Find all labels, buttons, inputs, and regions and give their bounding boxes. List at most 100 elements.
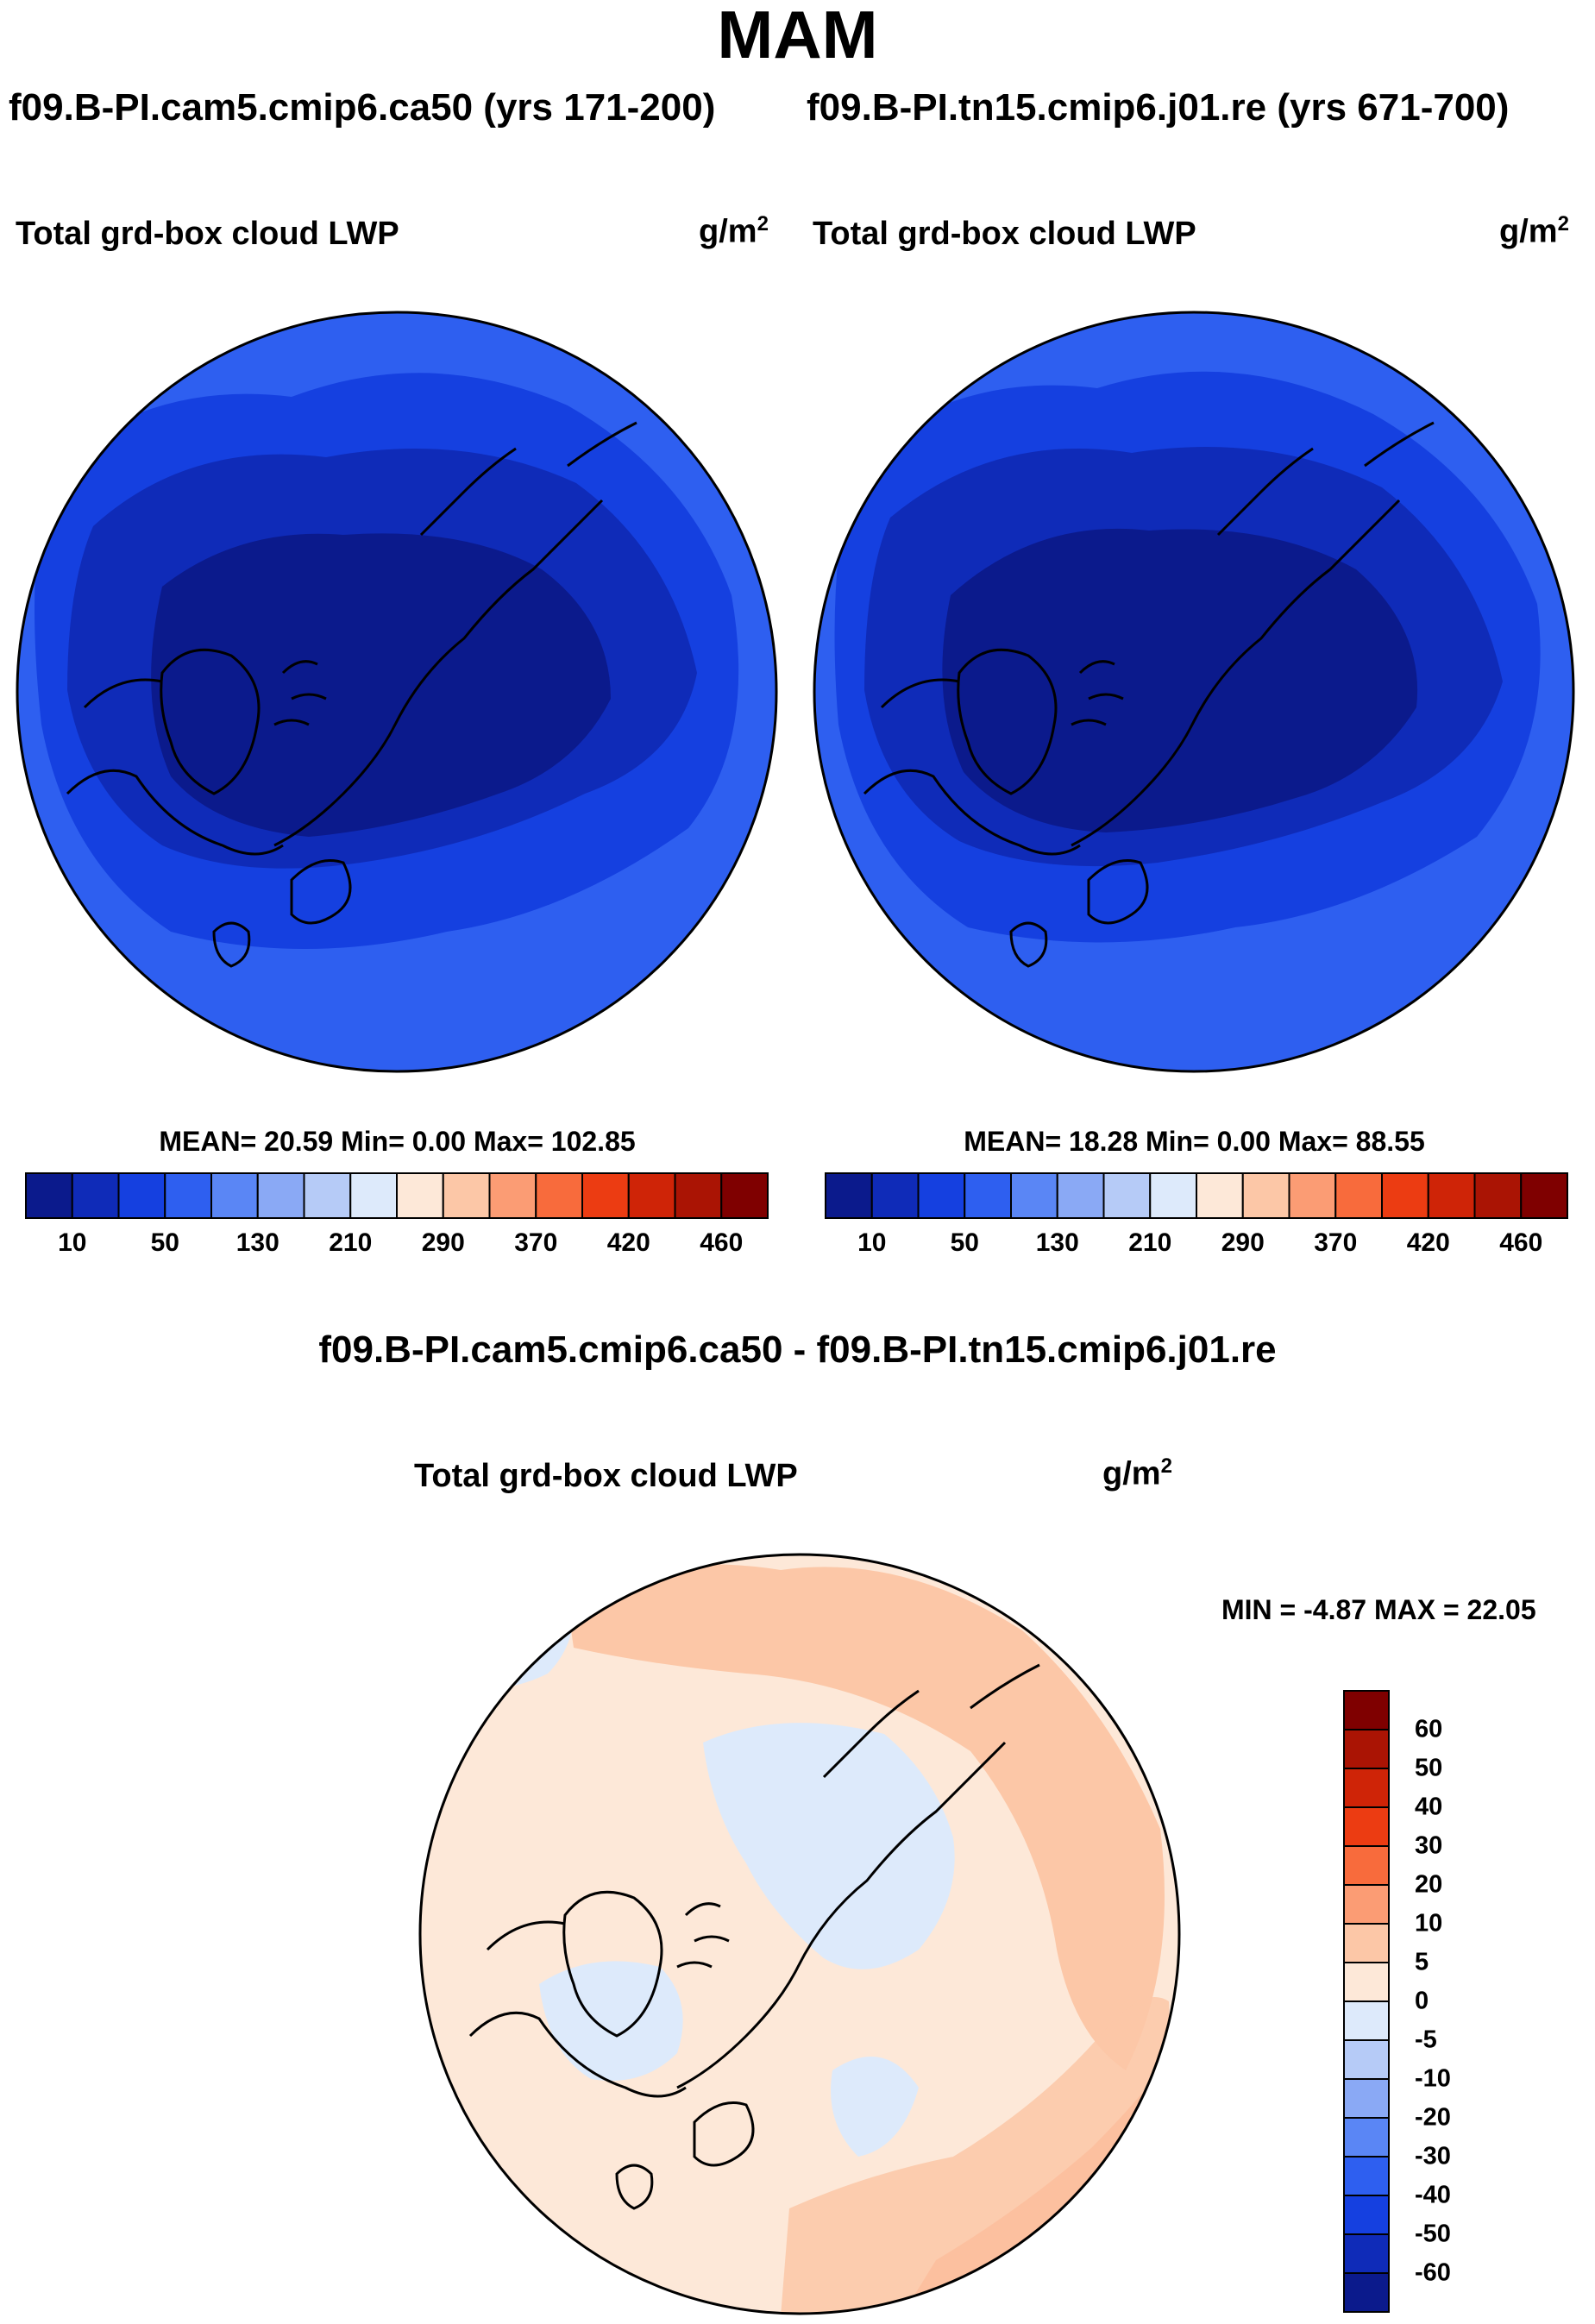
left-colorbar-tick-label: 130 xyxy=(235,1228,279,1257)
diff-colorbar-swatch xyxy=(1343,2156,1390,2196)
right-colorbar-ticks: 10 50 130 210 290 370 420 460 xyxy=(0,1228,1595,1263)
diff-colorbar-swatch xyxy=(1343,1884,1390,1925)
right-colorbar-swatch xyxy=(1149,1172,1197,1219)
diff-colorbar-tick-label: 5 xyxy=(1415,1948,1429,1976)
left-colorbar-swatch xyxy=(71,1172,120,1219)
right-colorbar-swatch xyxy=(1241,1172,1290,1219)
diff-variable-label: Total grd-box cloud LWP xyxy=(414,1458,798,1494)
left-coast-eurasia xyxy=(273,499,604,847)
right-units-exp: 2 xyxy=(1557,212,1569,236)
left-colorbar-swatch xyxy=(627,1172,676,1219)
diff-units-base: g/m xyxy=(1102,1455,1161,1492)
diff-arctic-negative xyxy=(703,1723,955,1969)
left-colorbar-tick-label: 290 xyxy=(421,1228,465,1257)
diff-colorbar-swatch xyxy=(1343,1768,1390,1808)
diff-coast-kamchatka xyxy=(822,1663,1040,1779)
right-colorbar-swatch xyxy=(1196,1172,1244,1219)
right-colorbar-tick-label: 460 xyxy=(1499,1228,1543,1257)
diff-colorbar-swatch xyxy=(1343,2233,1390,2274)
left-coast-uk xyxy=(212,921,251,968)
diff-coast-north-america xyxy=(468,1920,687,2098)
diff-colorbar-tick-label: -5 xyxy=(1415,2026,1437,2054)
diff-colorbar-tick-label: 10 xyxy=(1415,1909,1443,1938)
left-colorbar-tick-label: 50 xyxy=(150,1228,179,1257)
right-colorbar-swatch xyxy=(1056,1172,1105,1219)
left-coast-arctic-islands xyxy=(273,660,327,726)
right-colorbar-tick-label: 420 xyxy=(1406,1228,1450,1257)
right-colorbar-tick-label: 10 xyxy=(857,1228,887,1257)
right-colorbar-swatch xyxy=(870,1172,920,1219)
right-colorbar-tick-label: 210 xyxy=(1128,1228,1172,1257)
right-colorbar-tick-label: 50 xyxy=(950,1228,979,1257)
diff-map xyxy=(418,1553,1181,2315)
left-colorbar-swatch xyxy=(488,1172,537,1219)
left-colorbar-swatch xyxy=(720,1172,769,1219)
diff-colorbar-swatch xyxy=(1343,2078,1390,2119)
diff-colorbar-ticks: -60 -50 -40 -30 -20 -10 -5 0 5 10 20 30 40 50 60 xyxy=(1415,1691,1535,2312)
right-case-header: f09.B-PI.tn15.cmip6.j01.re (yrs 671-700) xyxy=(807,86,1510,129)
right-colorbar-swatch xyxy=(1288,1172,1337,1219)
diff-case-header: f09.B-PI.cam5.cmip6.ca50 - f09.B-PI.tn15… xyxy=(318,1328,1277,1371)
left-coast-kamchatka xyxy=(419,421,637,537)
left-units-exp: 2 xyxy=(757,212,769,236)
diff-colorbar-tick-label: -40 xyxy=(1415,2181,1451,2209)
left-colorbar-ticks: 10 50 130 210 290 370 420 460 xyxy=(0,1228,1595,1263)
left-colorbar-tick-label: 420 xyxy=(606,1228,650,1257)
left-colorbar-swatch xyxy=(349,1172,398,1219)
diff-colorbar-tick-label: -10 xyxy=(1415,2064,1451,2093)
diff-colorbar xyxy=(1343,1690,1390,2313)
right-colorbar-swatch xyxy=(1381,1172,1429,1219)
left-colorbar-swatch xyxy=(117,1172,166,1219)
left-coast-greenland xyxy=(160,648,261,795)
left-stats: MEAN= 20.59 Min= 0.00 Max= 102.85 xyxy=(159,1126,636,1157)
left-case-header: f09.B-PI.cam5.cmip6.ca50 (yrs 171-200) xyxy=(9,86,716,129)
diff-coast-scandinavia xyxy=(693,2101,755,2167)
diff-coast-greenland xyxy=(562,1890,663,2038)
right-colorbar-swatch xyxy=(964,1172,1012,1219)
right-colorbar-tick-label: 290 xyxy=(1221,1228,1265,1257)
right-colorbar-swatch xyxy=(1520,1172,1568,1219)
left-colorbar-swatch xyxy=(164,1172,212,1219)
left-colorbar-swatch xyxy=(581,1172,630,1219)
right-colorbar-swatch xyxy=(1427,1172,1476,1219)
diff-colorbar-swatch xyxy=(1343,2117,1390,2158)
diff-colorbar-tick-label: -50 xyxy=(1415,2220,1451,2248)
right-colorbar-swatch xyxy=(1010,1172,1058,1219)
right-map xyxy=(813,311,1575,1073)
left-colorbar-tick-label: 210 xyxy=(329,1228,373,1257)
diff-colorbar-tick-label: 40 xyxy=(1415,1793,1443,1821)
left-colorbar-tick-label: 10 xyxy=(58,1228,87,1257)
right-coast-greenland xyxy=(957,648,1058,795)
diff-units-label: g/m2 xyxy=(1102,1454,1172,1493)
right-stats: MEAN= 18.28 Min= 0.00 Max= 88.55 xyxy=(964,1126,1425,1157)
left-colorbar-tick-label: 460 xyxy=(700,1228,744,1257)
diff-colorbar-tick-label: 20 xyxy=(1415,1870,1443,1899)
diff-units-exp: 2 xyxy=(1160,1454,1172,1478)
figure-title: MAM xyxy=(717,0,878,72)
diff-colorbar-swatch xyxy=(1343,2039,1390,2080)
right-colorbar-swatch xyxy=(1334,1172,1383,1219)
left-colorbar-swatch xyxy=(442,1172,491,1219)
diff-colorbar-tick-label: -20 xyxy=(1415,2103,1451,2132)
right-coast-eurasia xyxy=(1071,499,1401,847)
left-colorbar xyxy=(25,1172,769,1219)
diff-colorbar-swatch xyxy=(1343,1962,1390,2002)
right-coast-arctic-islands xyxy=(1071,660,1124,726)
diff-atlantic-negative xyxy=(831,2057,919,2157)
left-colorbar-swatch xyxy=(210,1172,259,1219)
left-variable-label: Total grd-box cloud LWP xyxy=(16,216,399,252)
left-coast-scandinavia xyxy=(290,859,352,925)
right-map-band-core xyxy=(942,528,1418,832)
left-colorbar-tick-label: 370 xyxy=(514,1228,558,1257)
left-map-band-core xyxy=(151,533,612,837)
right-colorbar-swatch xyxy=(1102,1172,1152,1219)
right-variable-label: Total grd-box cloud LWP xyxy=(813,216,1196,252)
diff-coast-eurasia xyxy=(676,1741,1007,2089)
diff-colorbar-tick-label: 50 xyxy=(1415,1754,1443,1782)
diff-colorbar-swatch xyxy=(1343,1923,1390,1963)
diff-colorbar-swatch xyxy=(1343,2272,1390,2313)
diff-map-coastlines xyxy=(468,1663,1040,2210)
diff-colorbar-swatch xyxy=(1343,1690,1390,1730)
left-colorbar-swatch xyxy=(256,1172,305,1219)
left-colorbar-swatch xyxy=(25,1172,73,1219)
